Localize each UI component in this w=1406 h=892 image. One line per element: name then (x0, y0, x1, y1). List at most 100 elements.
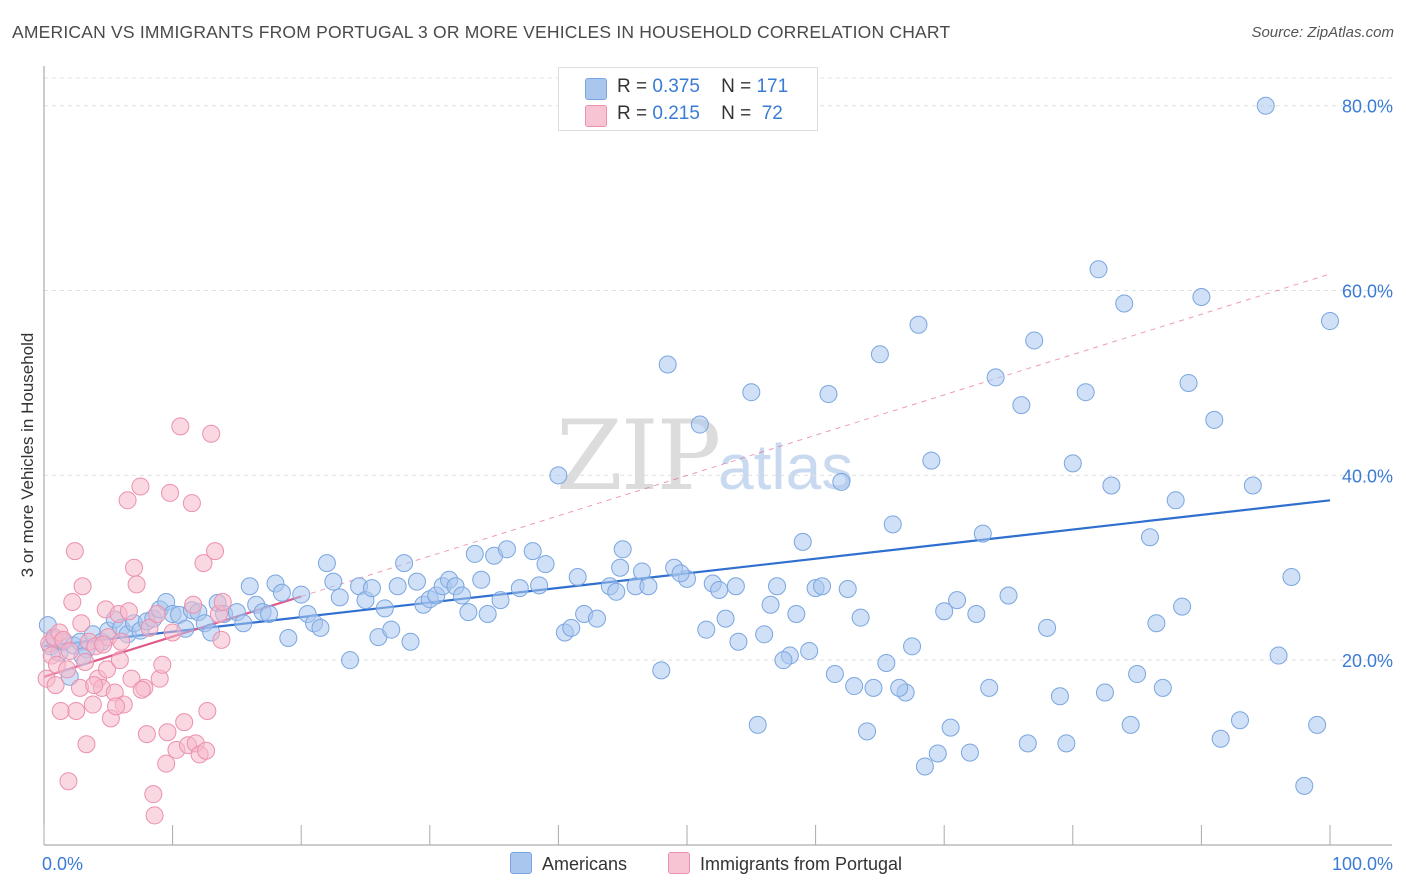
point-americans (272, 583, 291, 602)
point-americans (716, 609, 735, 628)
point-portugal (67, 702, 86, 721)
y-axis-title: 3 or more Vehicles in Household (18, 332, 37, 578)
point-portugal (77, 735, 96, 754)
point-portugal (153, 655, 172, 674)
point-portugal (182, 494, 201, 513)
americans-n-value: 171 (756, 76, 789, 97)
point-americans (632, 562, 651, 581)
point-americans (1192, 288, 1211, 307)
point-americans (941, 718, 960, 737)
point-americans (690, 415, 709, 434)
point-portugal (94, 635, 113, 654)
point-americans (890, 678, 909, 697)
point-americans (1173, 597, 1192, 616)
data-points (37, 96, 1339, 825)
point-americans (999, 586, 1018, 605)
tick-labels: 20.0% 40.0% 60.0% 80.0% 0.0% 100.0% (42, 97, 1393, 874)
point-americans (870, 345, 889, 364)
r-label: R = (617, 103, 648, 124)
y-tick-label: 60.0% (1342, 282, 1393, 302)
point-portugal (85, 676, 104, 695)
point-americans (928, 744, 947, 763)
point-americans (652, 661, 671, 680)
point-americans (935, 602, 954, 621)
point-americans (1153, 678, 1172, 697)
point-portugal (58, 660, 77, 679)
point-portugal (213, 592, 232, 611)
point-americans (742, 383, 761, 402)
point-portugal (76, 653, 95, 672)
point-americans (755, 625, 774, 644)
point-americans (1179, 373, 1198, 392)
point-portugal (131, 477, 150, 496)
point-portugal (148, 604, 167, 623)
point-americans (530, 576, 549, 595)
point-americans (1057, 734, 1076, 753)
portugal-swatch (585, 105, 607, 127)
point-americans (1308, 715, 1327, 734)
point-portugal (98, 660, 117, 679)
legend-item-americans[interactable]: Americans (510, 852, 627, 875)
point-americans (774, 651, 793, 670)
point-americans (832, 472, 851, 491)
portugal-legend-label: Immigrants from Portugal (700, 854, 903, 874)
point-portugal (184, 595, 203, 614)
portugal-r-value: 0.215 (652, 103, 700, 124)
point-americans (234, 614, 253, 633)
point-americans (401, 632, 420, 651)
point-portugal (73, 577, 92, 596)
chart-title: AMERICAN VS IMMIGRANTS FROM PORTUGAL 3 O… (12, 22, 951, 42)
portugal-legend-swatch (668, 852, 690, 874)
americans-swatch (585, 78, 607, 100)
point-portugal (158, 723, 177, 742)
point-americans (1295, 776, 1314, 795)
point-portugal (51, 702, 70, 721)
point-americans (279, 629, 298, 648)
point-americans (748, 715, 767, 734)
point-americans (845, 677, 864, 696)
correlation-legend: R = 0.375 N = 171 R = 0.215 N = 72 (558, 67, 818, 131)
point-portugal (65, 542, 84, 561)
point-americans (510, 579, 529, 598)
point-americans (909, 315, 928, 334)
point-americans (787, 604, 806, 623)
point-americans (536, 555, 555, 574)
x-tick-label: 100.0% (1332, 854, 1393, 874)
point-americans (407, 572, 426, 591)
n-label: N = (721, 76, 752, 97)
point-americans (1140, 528, 1159, 547)
point-portugal (194, 554, 213, 573)
axes (43, 66, 1392, 846)
point-americans (1095, 683, 1114, 702)
point-americans (697, 620, 716, 639)
point-americans (658, 355, 677, 374)
point-americans (478, 604, 497, 623)
n-label: N = (721, 103, 752, 124)
point-americans (883, 515, 902, 534)
point-portugal (161, 483, 180, 502)
americans-legend-label: Americans (542, 854, 628, 874)
point-americans (562, 618, 581, 637)
point-americans (317, 554, 336, 573)
gridlines (44, 77, 1392, 661)
point-americans (858, 722, 877, 741)
legend-item-portugal[interactable]: Immigrants from Portugal (668, 852, 902, 875)
point-americans (1121, 715, 1140, 734)
point-americans (1166, 491, 1185, 510)
point-americans (729, 632, 748, 651)
point-americans (382, 620, 401, 639)
point-portugal (72, 614, 91, 633)
americans-r-value: 0.375 (652, 76, 700, 97)
point-americans (1050, 687, 1069, 706)
point-americans (1038, 618, 1057, 637)
point-americans (1205, 410, 1224, 429)
point-portugal (112, 632, 131, 651)
point-americans (922, 451, 941, 470)
point-portugal (197, 741, 216, 760)
point-portugal (171, 417, 190, 436)
point-americans (324, 572, 343, 591)
point-americans (1230, 711, 1249, 730)
point-americans (1128, 665, 1147, 684)
point-americans (864, 678, 883, 697)
